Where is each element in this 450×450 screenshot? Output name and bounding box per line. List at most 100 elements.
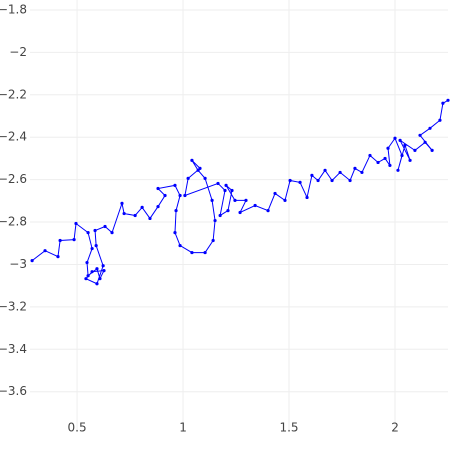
data-point: [233, 198, 237, 203]
data-point: [288, 178, 292, 183]
data-point: [298, 180, 302, 184]
data-point: [95, 282, 99, 286]
data-line: [31, 99, 449, 285]
data-point: [156, 204, 160, 209]
data-point: [190, 250, 194, 255]
data-point: [353, 166, 357, 170]
data-point: [56, 255, 60, 259]
data-point: [211, 238, 215, 243]
data-point: [156, 186, 160, 191]
data-point: [418, 133, 422, 137]
data-point: [133, 213, 137, 218]
x-tick-label: 1.5: [279, 421, 298, 435]
y-tick-label: −1.8: [0, 2, 27, 16]
data-point: [210, 198, 214, 203]
data-point: [203, 250, 207, 255]
data-point: [330, 178, 334, 183]
data-point: [398, 138, 402, 142]
data-point: [173, 231, 177, 235]
data-point: [102, 269, 106, 273]
data-point: [441, 101, 445, 105]
data-point: [218, 213, 222, 218]
y-tick-label: −2.8: [0, 215, 27, 229]
data-point: [148, 216, 152, 221]
data-point: [376, 160, 380, 165]
data-point: [90, 246, 94, 251]
data-point: [110, 231, 114, 235]
data-point: [94, 243, 98, 248]
data-point: [348, 178, 352, 183]
data-point: [203, 176, 207, 180]
data-point: [438, 118, 442, 122]
data-point: [122, 211, 126, 216]
data-point: [244, 198, 248, 203]
data-point: [403, 143, 407, 147]
x-tick-label: 0.5: [68, 421, 87, 435]
data-point: [423, 140, 427, 144]
data-point: [30, 259, 34, 263]
data-point: [446, 98, 450, 102]
y-tick-label: −2.6: [0, 172, 27, 186]
y-tick-label: −2.2: [0, 87, 27, 101]
y-tick-label: −3.2: [0, 299, 27, 313]
data-point: [120, 201, 124, 205]
data-point: [360, 170, 364, 175]
data-point: [101, 264, 105, 268]
data-point: [393, 136, 397, 140]
data-point: [413, 148, 417, 152]
data-point: [85, 260, 89, 265]
data-point: [400, 153, 404, 158]
data-point: [396, 168, 400, 172]
data-point: [338, 170, 342, 175]
data-point: [283, 198, 287, 203]
data-point: [140, 205, 144, 210]
data-point: [190, 158, 194, 162]
data-point: [216, 181, 220, 186]
data-point: [43, 249, 47, 253]
data-point: [213, 218, 217, 223]
data-point: [163, 193, 167, 198]
data-point: [103, 224, 107, 229]
y-tick-label: −3.4: [0, 342, 27, 356]
data-point: [183, 193, 187, 198]
data-point: [86, 274, 90, 278]
data-point: [226, 208, 230, 213]
data-point: [305, 195, 309, 200]
data-point: [90, 270, 94, 274]
data-point: [98, 277, 102, 281]
y-tick-label: −3: [9, 257, 27, 271]
data-point: [383, 156, 387, 161]
data-point: [230, 188, 234, 193]
data-point: [72, 238, 76, 242]
data-point: [93, 228, 97, 233]
data-point: [408, 158, 412, 162]
data-point: [58, 238, 62, 243]
data-point: [310, 173, 314, 177]
data-point: [198, 166, 202, 170]
data-point: [178, 243, 182, 248]
data-point: [186, 176, 190, 180]
data-point: [223, 188, 227, 193]
data-point: [174, 208, 178, 213]
data-point: [323, 168, 327, 172]
x-tick-label: 1: [179, 421, 187, 435]
y-tick-label: −2.4: [0, 130, 27, 144]
data-point: [74, 221, 78, 226]
data-point: [86, 231, 90, 235]
x-tick-label: 2: [391, 421, 399, 435]
data-point: [428, 126, 432, 130]
data-point: [178, 193, 182, 198]
data-point: [368, 153, 372, 158]
data-point: [316, 178, 320, 183]
data-point: [173, 183, 177, 187]
y-tick-label: −3.6: [0, 384, 27, 398]
data-point: [273, 191, 277, 196]
data-point: [95, 267, 99, 271]
data-point: [386, 146, 390, 150]
data-point: [224, 183, 228, 187]
data-point: [253, 203, 257, 208]
data-point: [388, 163, 392, 168]
data-point: [430, 148, 434, 152]
data-point: [84, 277, 88, 281]
